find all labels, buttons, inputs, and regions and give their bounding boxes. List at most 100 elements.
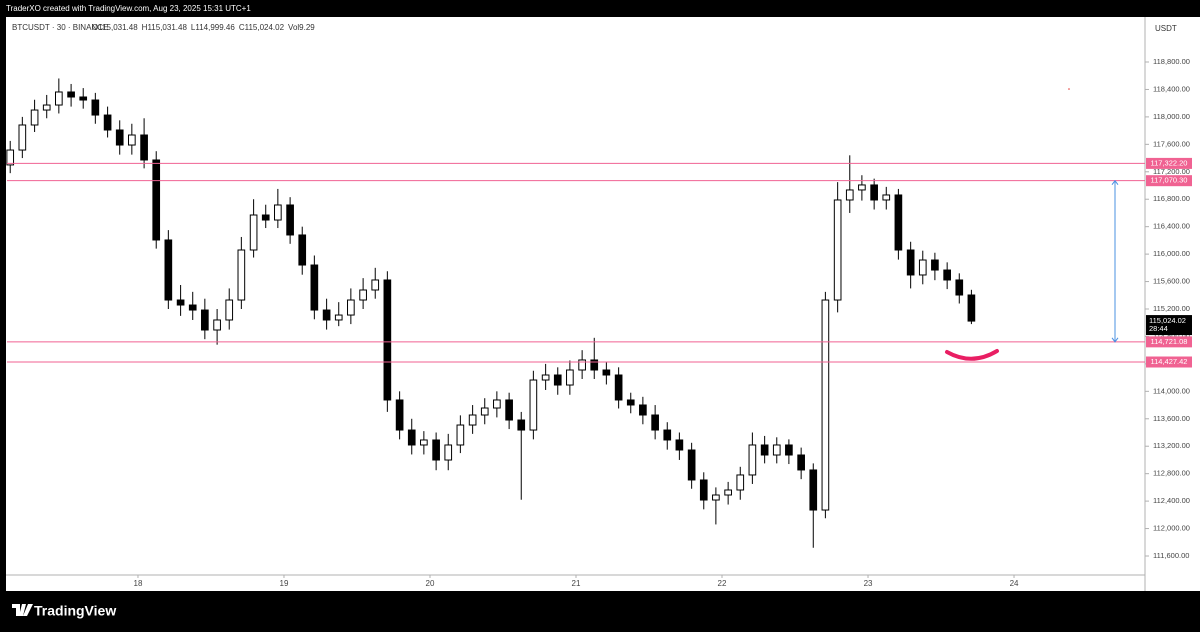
candle-body bbox=[322, 309, 331, 321]
candle-body bbox=[809, 469, 818, 511]
candle-body bbox=[225, 299, 234, 321]
candle-body bbox=[261, 214, 270, 221]
level-label: 114,721.08 bbox=[1151, 337, 1188, 346]
candle-body bbox=[614, 374, 623, 401]
y-tick-label: 113,200.00 bbox=[1153, 441, 1190, 450]
x-tick-label: 19 bbox=[280, 579, 289, 588]
candle-body bbox=[249, 214, 258, 251]
axes: 111,600.00 112,000.00 112,400.00 112,800.00… bbox=[134, 57, 1192, 588]
x-tick-label: 20 bbox=[426, 579, 435, 588]
candle-body bbox=[943, 269, 951, 281]
candle-body bbox=[833, 199, 842, 301]
chart-pane bbox=[6, 17, 1200, 591]
candle-body bbox=[785, 444, 793, 456]
candle-body bbox=[298, 234, 307, 266]
x-tick-label: 21 bbox=[572, 579, 581, 588]
candle-body bbox=[712, 494, 720, 501]
y-tick-label: 115,600.00 bbox=[1153, 277, 1190, 286]
ohlc-value: L114,999.46 bbox=[191, 23, 235, 32]
brand-logo bbox=[12, 604, 33, 616]
candle-body bbox=[79, 96, 88, 101]
last-price-countdown: 28:44 bbox=[1149, 324, 1168, 333]
candle-body bbox=[67, 91, 75, 98]
candle-body bbox=[590, 359, 599, 371]
candle-body bbox=[164, 239, 173, 301]
candle-body bbox=[103, 114, 112, 131]
y-tick-label: 116,400.00 bbox=[1153, 222, 1190, 231]
x-tick-label: 24 bbox=[1010, 579, 1019, 588]
ohlc-value: H115,031.48 bbox=[142, 23, 188, 32]
ohlc-value: C115,024.02 bbox=[239, 23, 285, 32]
y-tick-label: 112,800.00 bbox=[1153, 469, 1190, 478]
candle-body bbox=[310, 264, 319, 311]
candle-body bbox=[55, 91, 63, 106]
candle-body bbox=[176, 299, 185, 306]
y-tick-label: 115,200.00 bbox=[1153, 304, 1190, 313]
candle-body bbox=[286, 204, 294, 236]
y-tick-label: 112,400.00 bbox=[1153, 496, 1190, 505]
candle-body bbox=[541, 374, 550, 381]
last-price-label: 115,024.02 bbox=[1149, 316, 1186, 325]
candle-body bbox=[724, 489, 732, 496]
candle-body bbox=[882, 194, 891, 201]
candle-body bbox=[18, 124, 27, 151]
level-label: 117,322.20 bbox=[1151, 158, 1188, 167]
candle-body bbox=[955, 279, 964, 296]
candle-body bbox=[371, 279, 380, 291]
candle-body bbox=[395, 399, 404, 431]
measure-arrow bbox=[1111, 179, 1119, 343]
candle-body bbox=[845, 189, 854, 201]
candle-body bbox=[566, 369, 574, 386]
candle-body bbox=[639, 404, 647, 416]
last-price-tag bbox=[1146, 315, 1192, 336]
level-label: 114,427.42 bbox=[1151, 357, 1188, 366]
candle-body bbox=[797, 454, 805, 471]
candle-body bbox=[237, 249, 246, 301]
candle-body bbox=[675, 439, 684, 451]
y-tick-label: 114,000.00 bbox=[1153, 386, 1190, 395]
candle-body bbox=[420, 439, 428, 446]
candle-body bbox=[152, 159, 161, 241]
candle-body bbox=[517, 419, 526, 431]
candle-body bbox=[687, 449, 696, 481]
brand: TradingView bbox=[34, 603, 116, 619]
y-tick-label: 118,400.00 bbox=[1153, 84, 1190, 93]
candle-body bbox=[407, 429, 416, 446]
candle-body bbox=[274, 204, 282, 221]
level-tag bbox=[1146, 175, 1192, 187]
ohlc-value: Vol9.29 bbox=[288, 23, 315, 32]
candle-body bbox=[858, 184, 866, 191]
y-tick-label: 118,000.00 bbox=[1153, 112, 1190, 121]
candle-body bbox=[383, 279, 392, 401]
candle-body bbox=[30, 109, 39, 126]
candle-body bbox=[931, 259, 939, 271]
candle-body bbox=[967, 294, 976, 322]
candle-body bbox=[602, 369, 611, 376]
symbol: BTCUSDT · 30 · BINANCE bbox=[12, 23, 108, 32]
candle-body bbox=[115, 129, 124, 146]
y-tick-label: 111,600.00 bbox=[1153, 551, 1189, 560]
candle-body bbox=[201, 309, 209, 331]
level-label: 117,070.30 bbox=[1151, 176, 1188, 185]
candle-body bbox=[626, 399, 635, 406]
y-tick-label: 116,000.00 bbox=[1153, 249, 1190, 258]
candle-body bbox=[870, 184, 878, 201]
candle-body bbox=[748, 444, 757, 476]
candle-body bbox=[821, 299, 830, 511]
axis-unit: USDT bbox=[1155, 24, 1177, 33]
plot bbox=[6, 78, 1145, 548]
y-tick-label: 117,200.00 bbox=[1153, 167, 1190, 176]
candle-body bbox=[359, 289, 367, 301]
candle-body bbox=[736, 474, 745, 491]
candle-body bbox=[529, 379, 538, 431]
candle-body bbox=[699, 479, 708, 501]
y-tick-label: 118,800.00 bbox=[1153, 57, 1190, 66]
candle-body bbox=[760, 444, 769, 456]
candle-body bbox=[468, 414, 477, 426]
candle-body bbox=[651, 414, 659, 431]
level-tag bbox=[1146, 336, 1192, 348]
y-tick-label: 114,800.00 bbox=[1153, 331, 1190, 340]
candle-body bbox=[188, 304, 197, 311]
x-tick-label: 23 bbox=[864, 579, 873, 588]
